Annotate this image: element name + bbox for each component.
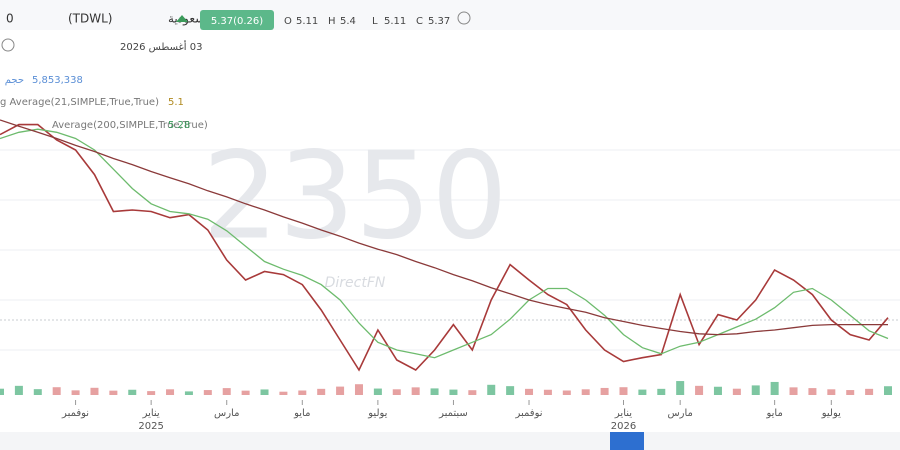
x-tick-label: نوفمبر bbox=[61, 408, 89, 419]
x-tick-label: نوفمبر bbox=[514, 408, 542, 419]
x-tick-label: يناير bbox=[142, 408, 160, 419]
volume-bar bbox=[392, 389, 401, 395]
volume-bar bbox=[732, 388, 741, 395]
volume-bar bbox=[147, 391, 156, 395]
volume-bar bbox=[751, 385, 760, 395]
volume-bar bbox=[713, 386, 722, 395]
x-tick-label: مايو bbox=[293, 408, 310, 419]
brand: DirectFN bbox=[325, 275, 386, 291]
volume-bar bbox=[695, 385, 704, 395]
ohlc: O 5.11 H 5.4 L 5.11 C 5.37 bbox=[284, 16, 450, 27]
ohlc-label: O bbox=[284, 16, 292, 27]
volume-bar bbox=[525, 388, 534, 395]
ohlc-label: L bbox=[372, 16, 378, 27]
x-tick-label: سبتمبر bbox=[438, 408, 468, 419]
volume-bar bbox=[487, 384, 496, 395]
volume-bar bbox=[543, 389, 552, 395]
volume-bar bbox=[449, 389, 458, 395]
volume-bar bbox=[222, 388, 231, 395]
legend-volume-name: حجم bbox=[5, 75, 24, 86]
x-year-label: 2025 bbox=[138, 421, 163, 432]
volume-bar bbox=[468, 390, 477, 395]
series-line bbox=[0, 128, 889, 359]
legend-name: Average(200,SIMPLE,True,True) bbox=[52, 120, 208, 131]
volume-bar bbox=[808, 388, 817, 395]
x-tick-label: مارس bbox=[667, 408, 692, 419]
volume-bar bbox=[506, 386, 515, 395]
volume-bar bbox=[430, 388, 439, 395]
volume-bar bbox=[619, 387, 628, 395]
series-line bbox=[0, 119, 888, 336]
volume-bar bbox=[14, 385, 23, 395]
volume-bar bbox=[657, 388, 666, 395]
volume-bar bbox=[789, 387, 798, 395]
prefix: 0 bbox=[6, 12, 14, 26]
volume-bar bbox=[354, 384, 363, 395]
toolbar bbox=[0, 0, 900, 30]
volume-bar bbox=[336, 386, 345, 395]
legend-value: 5.28 bbox=[168, 120, 190, 131]
badge: 5.37(0.26) bbox=[211, 16, 263, 27]
legend-value: 5.1 bbox=[168, 97, 184, 108]
bottom-bar bbox=[0, 432, 900, 450]
volume-bar bbox=[638, 389, 647, 395]
ohlc-label: H bbox=[328, 16, 336, 27]
legend-volume-value: 5,853,338 bbox=[32, 75, 83, 86]
volume-bar bbox=[827, 389, 836, 395]
date: 03 أغسطس 2026 bbox=[120, 40, 202, 53]
volume-bar bbox=[865, 388, 874, 395]
volume-bar bbox=[298, 390, 307, 395]
volume-bar bbox=[128, 389, 137, 395]
volume-bar bbox=[241, 390, 250, 395]
ohlc-label: C bbox=[416, 16, 423, 27]
volume-bar bbox=[260, 389, 269, 395]
volume-bar bbox=[600, 387, 609, 395]
range-tab[interactable] bbox=[610, 432, 644, 450]
volume-bar bbox=[846, 390, 855, 395]
volume-bar bbox=[52, 387, 61, 395]
x-year-label: 2026 bbox=[611, 421, 636, 432]
x-tick-label: يناير bbox=[614, 408, 632, 419]
x-tick-label: مايو bbox=[765, 408, 782, 419]
volume-bar bbox=[33, 389, 42, 395]
volume-bar bbox=[109, 390, 118, 395]
ohlc-value: 5.11 bbox=[384, 16, 406, 27]
volume-bar bbox=[71, 390, 80, 395]
volume-bar bbox=[770, 381, 779, 395]
series-line bbox=[0, 123, 889, 372]
settings-icon[interactable] bbox=[457, 11, 471, 25]
volume-bar bbox=[166, 389, 175, 395]
volume-bar bbox=[317, 388, 326, 395]
clock-icon bbox=[1, 38, 15, 52]
grid bbox=[0, 149, 900, 351]
volume-bar bbox=[203, 390, 212, 395]
ohlc-value: 5.11 bbox=[296, 16, 318, 27]
volume-bar bbox=[884, 386, 892, 395]
badge-bg bbox=[200, 10, 274, 30]
x-tick-label: يوليو bbox=[821, 408, 841, 419]
x-tick-label: مارس bbox=[214, 408, 239, 419]
up-arrow bbox=[176, 15, 188, 22]
volume-bar bbox=[184, 391, 193, 395]
ohlc-value: 5.37 bbox=[428, 16, 450, 27]
watermark: 2350 bbox=[202, 128, 507, 267]
ticker: (TDWL) bbox=[68, 12, 112, 26]
x-tick-label: يوليو bbox=[367, 408, 387, 419]
legend-name: g Average(21,SIMPLE,True,True) bbox=[0, 97, 159, 108]
volume-bar bbox=[90, 387, 99, 395]
volume-bar bbox=[411, 387, 420, 395]
volume-bar bbox=[373, 388, 382, 395]
volume-bar bbox=[0, 388, 4, 395]
volume-bar bbox=[676, 381, 685, 395]
ohlc-value: 5.4 bbox=[340, 16, 356, 27]
volume-bar bbox=[562, 390, 571, 395]
volume-bar bbox=[581, 389, 590, 395]
volume-bar bbox=[279, 391, 288, 395]
